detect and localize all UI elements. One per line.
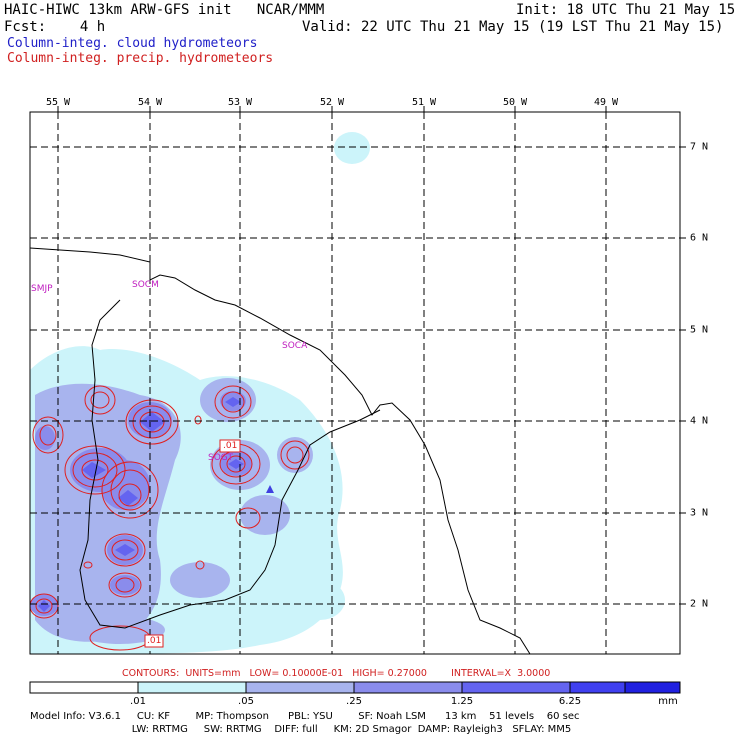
precip-hydrometeor-contours	[30, 385, 310, 651]
lat-label-7n: 7 N	[690, 141, 709, 153]
colorbar-unit: mm	[658, 696, 678, 707]
coastline	[30, 247, 531, 654]
colorbar-label: .25	[346, 696, 362, 707]
colorbar-label: .05	[238, 696, 254, 707]
colorbar-label: 1.25	[450, 696, 474, 707]
contour-label: .01	[147, 636, 162, 646]
field-cloud-label: Column-integ. cloud hydrometeors	[7, 36, 258, 51]
lon-label-49w: 49 W	[593, 97, 619, 108]
lat-label-2n: 2 N	[690, 598, 709, 610]
lon-label-54w: 54 W	[137, 97, 163, 108]
valid-time: Valid: 22 UTC Thu 21 May 15 (19 LST Thu …	[302, 19, 724, 35]
colorbar	[29, 681, 681, 694]
colorbar-label: 6.25	[558, 696, 582, 707]
lon-label-51w: 51 W	[411, 97, 437, 108]
contour-label: .01	[223, 441, 238, 451]
lat-label-4n: 4 N	[690, 415, 709, 427]
forecast-hour: Fcst: 4 h	[4, 19, 106, 35]
init-time: Init: 18 UTC Thu 21 May 15	[516, 2, 736, 18]
station-soca: SOCA	[282, 341, 308, 351]
lat-label-3n: 3 N	[690, 507, 709, 519]
map-frame	[29, 111, 681, 655]
lon-label-52w: 52 W	[319, 97, 345, 108]
lat-lon-grid	[30, 112, 680, 654]
model-title: HAIC-HIWC 13km ARW-GFS init NCAR/MMM	[4, 2, 325, 18]
lon-label-50w: 50 W	[502, 97, 528, 108]
station-sogt: SOGT	[208, 453, 233, 463]
station-socm: SOCM	[132, 280, 159, 290]
model-info-line1: Model Info: V3.6.1 CU: KF MP: Thompson P…	[30, 711, 580, 722]
field-precip-label: Column-integ. precip. hydrometeors	[7, 51, 274, 66]
cloud-hydrometeor-fill-max	[38, 397, 244, 612]
lon-label-53w: 53 W	[227, 97, 253, 108]
colorbar-label: .01	[130, 696, 146, 707]
cloud-max-marker	[266, 485, 274, 493]
lat-label-6n: 6 N	[690, 232, 709, 244]
station-smjp: SMJP	[31, 284, 53, 294]
lat-label-5n: 5 N	[690, 324, 709, 336]
lon-label-55w: 55 W	[45, 97, 71, 108]
contours-legend: CONTOURS: UNITS=mm LOW= 0.10000E-01 HIGH…	[122, 668, 551, 679]
model-info-line2: LW: RRTMG SW: RRTMG DIFF: full KM: 2D Sm…	[30, 724, 572, 735]
